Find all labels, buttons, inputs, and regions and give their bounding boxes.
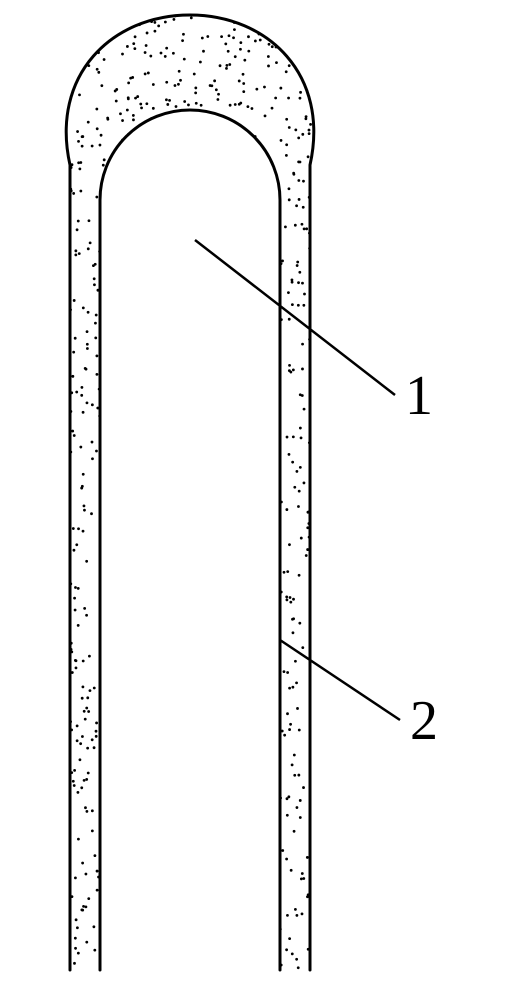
callout-label-2: 2 — [410, 689, 438, 753]
diagram-svg — [0, 0, 521, 1000]
diagram-container: 1 2 — [0, 0, 521, 1000]
callout-label-1: 1 — [405, 364, 433, 428]
